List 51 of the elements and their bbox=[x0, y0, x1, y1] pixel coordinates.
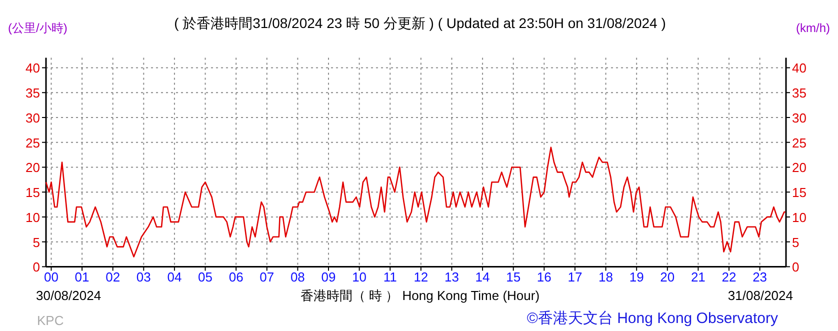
y2-tick-label: 5 bbox=[792, 234, 800, 250]
y2-tick-label: 20 bbox=[792, 160, 806, 176]
y2-tick-label: 15 bbox=[792, 185, 806, 200]
x-tick-label: 19 bbox=[629, 270, 644, 285]
y-tick-label: 30 bbox=[26, 110, 40, 126]
text: KPC bbox=[37, 313, 64, 328]
y-tick-label: 20 bbox=[26, 160, 40, 176]
x-tick-label: 18 bbox=[598, 270, 614, 285]
text: ©香港天文台 Hong Kong Observatory bbox=[526, 310, 778, 327]
y-tick-label: 35 bbox=[26, 86, 40, 101]
y2-tick-label: 25 bbox=[792, 135, 806, 150]
x-tick-label: 15 bbox=[506, 270, 521, 285]
x-tick-label: 00 bbox=[44, 270, 58, 285]
x-axis-title: 香港時間（ 時 ） Hong Kong Time (Hour) bbox=[300, 288, 540, 303]
x-tick-label: 06 bbox=[228, 270, 244, 285]
y-tick-label: 40 bbox=[26, 60, 40, 76]
y2-tick-label: 0 bbox=[792, 260, 800, 275]
x-tick-label: 17 bbox=[568, 270, 582, 285]
x-tick-label: 20 bbox=[660, 270, 675, 285]
y-tick-label: 25 bbox=[26, 135, 40, 150]
x-tick-label: 05 bbox=[198, 270, 213, 285]
x-tick-label: 07 bbox=[260, 270, 274, 285]
y2-axis-title: (km/h) bbox=[796, 21, 830, 35]
x-tick-label: 14 bbox=[475, 270, 490, 285]
x-tick-label: 02 bbox=[106, 270, 120, 285]
y-tick-label: 0 bbox=[32, 260, 40, 275]
x-tick-label: 13 bbox=[444, 270, 459, 285]
x-tick-label: 11 bbox=[383, 270, 397, 285]
y-tick-label: 15 bbox=[26, 185, 40, 200]
x-tick-label: 12 bbox=[414, 270, 428, 285]
x-tick-label: 01 bbox=[74, 270, 90, 285]
chart-title: ( 於香港時間31/08/2024 23 時 50 分更新 ) ( Updated at 23:50H on 31/08/2024 ) bbox=[174, 15, 666, 31]
text: 30/08/2024 bbox=[36, 288, 102, 303]
x-tick-label: 03 bbox=[136, 270, 151, 285]
x-tick-label: 22 bbox=[722, 270, 736, 285]
x-tick-label: 21 bbox=[690, 270, 706, 285]
y-tick-label: 10 bbox=[26, 210, 40, 225]
y2-tick-label: 35 bbox=[792, 86, 806, 101]
x-tick-label: 10 bbox=[352, 270, 367, 285]
x-tick-label: 04 bbox=[167, 270, 182, 285]
x-tick-label: 16 bbox=[536, 270, 552, 285]
line-series bbox=[45, 146, 786, 258]
y-tick-label: 5 bbox=[32, 234, 40, 250]
y2-tick-label: 40 bbox=[792, 60, 806, 76]
y2-tick-label: 30 bbox=[792, 110, 806, 126]
y-axis-title: (公里/小時) bbox=[8, 21, 68, 35]
text: 31/08/2024 bbox=[728, 288, 793, 303]
x-tick-label: 23 bbox=[752, 270, 768, 285]
x-tick-label: 08 bbox=[290, 270, 305, 285]
x-tick-label: 09 bbox=[321, 270, 336, 285]
y2-tick-label: 10 bbox=[792, 210, 806, 225]
